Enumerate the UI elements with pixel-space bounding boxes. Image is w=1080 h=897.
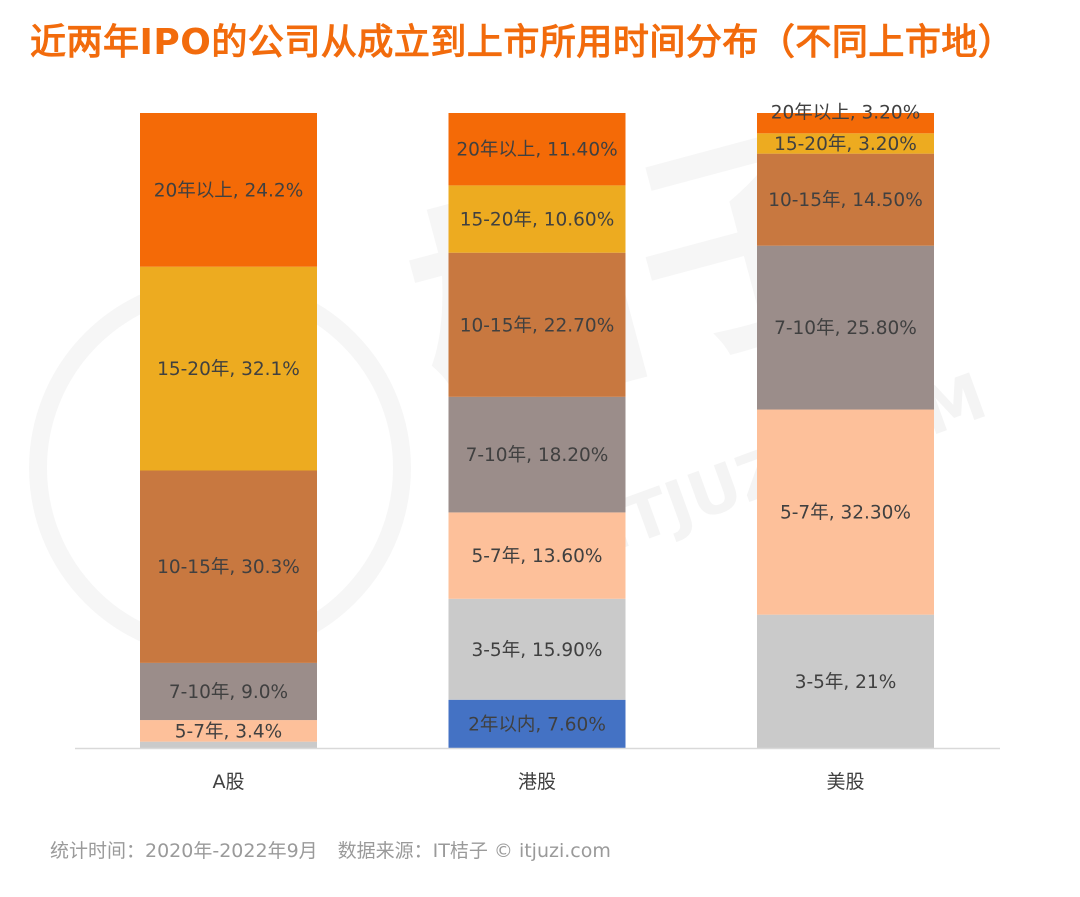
bar-2-segment-5 [448, 512, 626, 599]
footer-note: 统计时间：2020年-2022年9月 数据来源：IT桔子 © itjuzi.com [50, 836, 611, 863]
bar-3-segment-2 [757, 133, 934, 154]
bar-1-segment-4 [140, 662, 317, 721]
bar-3-segment-6 [757, 614, 934, 748]
bar-1-segment-3 [140, 470, 317, 663]
bar-2-segment-label-7: 2年以内, 7.60% [468, 714, 606, 735]
bar-3-segment-label-6: 3-5年, 21% [795, 672, 897, 693]
bar-2-segment-label-1: 20年以上, 11.40% [456, 140, 617, 161]
bar-3-segment-5 [757, 409, 934, 615]
bar-2: 2年以内, 7.60% 3-5年, 15.90% 5-7年, 13.60% 7-10年… [448, 113, 626, 793]
bar-1-segment-label-2: 15-20年, 32.1% [157, 359, 300, 380]
bar-2-segment-label-5: 5-7年, 13.60% [471, 546, 602, 567]
bar-1: 5-7年, 3.4% 7-10年, 9.0% 10-15年, 30.3% 15-20年… [140, 113, 317, 793]
chart-marks: 5-7年, 3.4% 7-10年, 9.0% 10-15年, 30.3% 15-20年… [140, 103, 934, 793]
bar-3-segment-3 [757, 153, 934, 246]
bar-1-segment-1 [140, 113, 317, 267]
bar-1-segment-5 [140, 720, 317, 742]
footer-source: 数据来源：IT桔子 © itjuzi.com [337, 840, 611, 862]
chart-title: 近两年IPO的公司从成立到上市所用时间分布（不同上市地） [30, 22, 1015, 63]
bar-3-segment-label-5: 5-7年, 32.30% [780, 503, 911, 524]
bar-2-segment-2 [448, 185, 626, 253]
bar-3-segment-label-3: 10-15年, 14.50% [768, 190, 923, 211]
bar-3-segment-label-2: 15-20年, 3.20% [774, 134, 917, 155]
bar-2-segment-label-4: 7-10年, 18.20% [466, 445, 609, 466]
bar-3-segment-label-1: 20年以上, 3.20% [771, 103, 921, 124]
bar-1-segment-label-5: 5-7年, 3.4% [175, 721, 282, 742]
bar-2-segment-6 [448, 598, 626, 700]
bar-1-segment-label-3: 10-15年, 30.3% [157, 557, 300, 578]
bar-2-segment-3 [448, 252, 626, 397]
bar-1-segment-label-1: 20年以上, 24.2% [154, 180, 304, 201]
bar-3-segment-label-4: 7-10年, 25.80% [774, 318, 917, 339]
footer-period: 统计时间：2020年-2022年9月 [50, 840, 318, 862]
bar-1-segment-label-4: 7-10年, 9.0% [169, 682, 288, 703]
category-label-2: 港股 [518, 771, 556, 793]
bar-2-segment-label-2: 15-20年, 10.60% [460, 210, 615, 231]
bar-1-segment-6 [140, 741, 317, 748]
bar-3-segment-4 [757, 245, 934, 410]
bar-2-segment-label-3: 10-15年, 22.70% [460, 315, 615, 336]
bar-1-segment-2 [140, 266, 317, 471]
bar-2-segment-4 [448, 396, 626, 513]
category-label-3: 美股 [826, 771, 864, 793]
bar-2-segment-label-6: 3-5年, 15.90% [471, 640, 602, 661]
bar-3-segment-1 [757, 113, 934, 134]
bar-2-segment-7 [448, 699, 626, 748]
category-label-1: A股 [213, 771, 245, 793]
bar-2-segment-1 [448, 113, 626, 186]
bar-3: 3-5年, 21% 5-7年, 32.30% 7-10年, 25.80% 10-15年… [757, 103, 934, 793]
